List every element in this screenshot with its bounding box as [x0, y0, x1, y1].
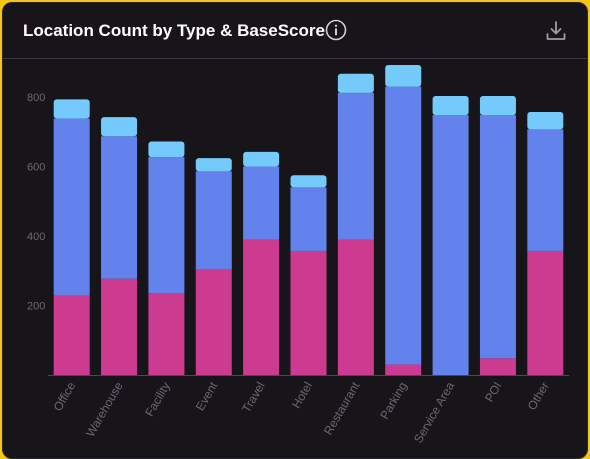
bar-segment-event-s2[interactable] [195, 158, 232, 172]
bar-segment-warehouse-s0[interactable] [101, 278, 138, 375]
bar-segment-poi-s2[interactable] [479, 95, 516, 116]
x-tick-label: Other [525, 380, 552, 413]
y-tick-label: 200 [27, 301, 45, 313]
bar-segment-service-area-s1[interactable] [432, 115, 469, 375]
x-tick-label: Office [51, 379, 79, 413]
bar-segment-service-area-s2[interactable] [432, 95, 469, 116]
bar-segment-office-s1[interactable] [53, 118, 90, 296]
x-tick-label: Travel [239, 380, 268, 415]
bar-segment-restaurant-s1[interactable] [337, 92, 374, 240]
bar-segment-event-s0[interactable] [195, 269, 232, 375]
x-tick-label: Facility [142, 380, 173, 419]
bar-segment-hotel-s0[interactable] [290, 250, 327, 375]
bar-segment-parking-s2[interactable] [385, 65, 422, 87]
bar-segment-facility-s1[interactable] [148, 157, 185, 294]
chart-title: Location Count by Type & BaseScore [23, 21, 325, 40]
bar-segment-other-s2[interactable] [527, 111, 564, 130]
bar-segment-travel-s0[interactable] [243, 239, 280, 375]
bar-segment-facility-s0[interactable] [148, 293, 185, 375]
bar-segment-warehouse-s2[interactable] [101, 117, 138, 137]
bar-segment-warehouse-s1[interactable] [101, 136, 138, 279]
x-tick-label: Warehouse [83, 379, 126, 439]
bar-segment-other-s0[interactable] [527, 250, 564, 375]
bar-segment-restaurant-s0[interactable] [337, 239, 374, 375]
bar-segment-office-s0[interactable] [53, 295, 90, 375]
y-tick-label: 400 [27, 231, 45, 243]
info-icon[interactable] [325, 19, 347, 41]
bar-segment-travel-s2[interactable] [243, 151, 280, 167]
bar-segment-office-s2[interactable] [53, 99, 90, 119]
x-tick-label: Event [193, 379, 221, 413]
x-tick-label: Service Area [411, 379, 457, 445]
y-tick-label: 800 [27, 92, 45, 104]
x-tick-label: Restaurant [321, 379, 363, 437]
bar-segment-other-s1[interactable] [527, 129, 564, 251]
bar-segment-travel-s1[interactable] [243, 166, 280, 240]
y-tick-label: 600 [27, 162, 45, 174]
bar-segment-parking-s0[interactable] [385, 364, 422, 375]
x-tick-label: Hotel [289, 380, 315, 411]
stacked-bar-chart: 200 400 600 800 Office Warehouse Facility Event… [27, 65, 569, 445]
bar-segment-poi-s0[interactable] [479, 358, 516, 375]
bar-segment-event-s1[interactable] [195, 171, 232, 270]
x-tick-label: POI [482, 380, 504, 405]
bar-segment-hotel-s1[interactable] [290, 187, 327, 251]
card-header: Location Count by Type & BaseScore [3, 3, 587, 59]
bar-segment-poi-s1[interactable] [479, 115, 516, 359]
bar-segment-hotel-s2[interactable] [290, 175, 327, 188]
x-tick-label: Parking [377, 380, 409, 422]
download-icon[interactable] [544, 19, 568, 43]
bar-segment-parking-s1[interactable] [385, 86, 422, 365]
bar-segment-restaurant-s2[interactable] [337, 73, 374, 93]
bar-segment-facility-s2[interactable] [148, 141, 185, 158]
